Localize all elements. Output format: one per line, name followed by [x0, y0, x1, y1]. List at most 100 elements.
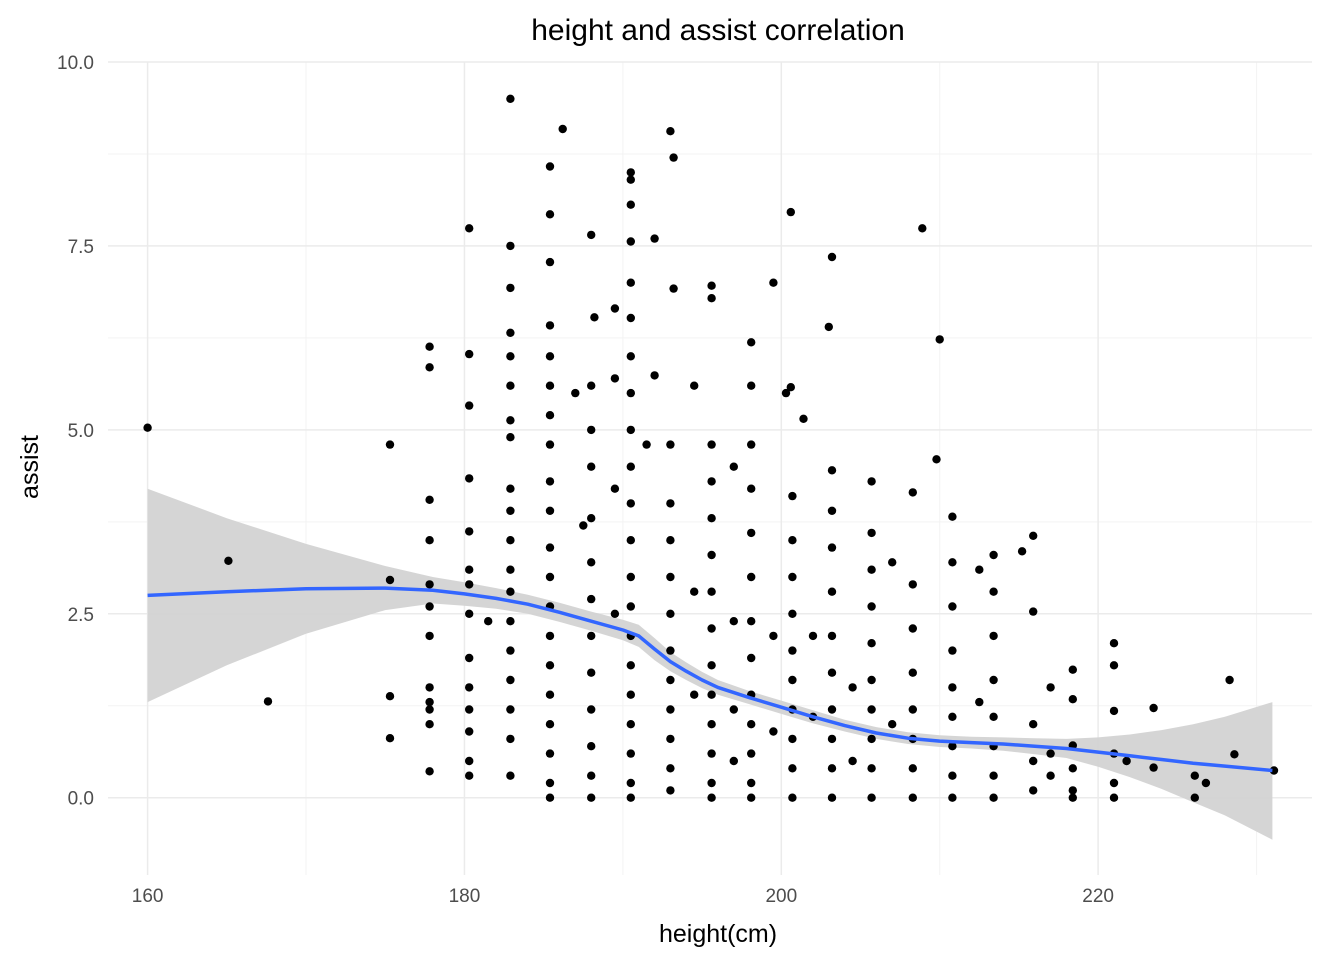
data-point: [506, 734, 515, 744]
data-point: [626, 749, 635, 758]
data-point: [425, 683, 434, 692]
data-point: [545, 793, 555, 802]
data-point: [729, 705, 738, 714]
data-point: [1109, 639, 1119, 648]
x-tick-label: 180: [449, 886, 481, 907]
data-point: [1046, 749, 1055, 758]
data-point: [707, 749, 716, 758]
data-point: [747, 381, 756, 390]
data-point: [626, 200, 635, 209]
data-point: [465, 756, 474, 766]
data-point: [610, 304, 620, 313]
data-point: [908, 624, 917, 633]
data-point: [385, 440, 395, 449]
data-point: [666, 499, 675, 508]
data-point: [506, 328, 515, 337]
data-point: [626, 499, 635, 508]
data-point: [707, 661, 716, 670]
data-point: [747, 338, 756, 347]
data-point: [506, 381, 515, 390]
data-point: [1068, 764, 1078, 773]
data-point: [545, 411, 555, 420]
data-point: [425, 697, 434, 707]
data-point: [989, 771, 998, 780]
data-point: [545, 381, 555, 390]
data-point: [506, 646, 515, 655]
data-point: [425, 536, 434, 545]
data-point: [788, 675, 797, 685]
confidence-band-layer: [147, 488, 1273, 840]
data-point: [989, 712, 998, 721]
data-point: [888, 720, 897, 729]
data-point: [465, 565, 474, 574]
data-point: [626, 690, 635, 699]
data-point: [707, 720, 716, 729]
data-point: [465, 580, 474, 589]
data-point: [465, 349, 474, 359]
data-point: [989, 793, 998, 802]
data-point: [729, 462, 738, 471]
data-point: [465, 401, 474, 410]
data-point: [948, 793, 957, 802]
data-point: [1190, 793, 1200, 802]
data-point: [769, 631, 778, 641]
data-point: [827, 668, 837, 677]
data-point: [506, 536, 515, 545]
data-point: [626, 778, 635, 788]
data-point: [707, 281, 716, 290]
data-point: [626, 175, 635, 184]
data-point: [690, 690, 699, 699]
data-point: [918, 224, 927, 233]
data-point: [666, 609, 675, 618]
data-point: [506, 771, 515, 780]
chart-title: height and assist correlation: [531, 14, 905, 47]
data-point: [587, 771, 596, 780]
data-point: [465, 771, 474, 780]
data-point: [1109, 706, 1119, 716]
smooth-line-layer: [147, 586, 1273, 773]
x-tick-label: 200: [765, 886, 797, 907]
data-point: [545, 352, 555, 361]
data-point: [1029, 786, 1038, 795]
x-tick-label: 220: [1082, 886, 1114, 907]
data-point: [626, 793, 635, 802]
data-point: [425, 767, 434, 776]
data-point: [587, 425, 596, 435]
data-point: [827, 793, 837, 802]
data-point: [224, 556, 233, 565]
data-point: [545, 477, 555, 486]
data-point: [626, 425, 635, 435]
data-point: [484, 617, 493, 626]
data-point: [626, 237, 635, 246]
data-point: [558, 124, 567, 134]
data-point: [827, 705, 837, 714]
y-tick-label: 5.0: [68, 421, 94, 442]
data-point: [888, 558, 897, 567]
data-point: [465, 609, 474, 618]
data-point: [707, 550, 716, 560]
data-point: [948, 512, 957, 521]
data-point: [707, 778, 716, 788]
x-tick-label: 160: [132, 886, 164, 907]
data-point: [465, 224, 474, 233]
data-point: [506, 506, 515, 515]
data-point: [263, 697, 273, 706]
data-point: [1269, 766, 1279, 775]
data-point: [385, 575, 395, 585]
data-point: [626, 572, 635, 582]
data-point: [948, 646, 957, 655]
data-point: [747, 440, 756, 449]
data-point: [666, 536, 675, 545]
data-point: [827, 587, 837, 596]
data-point: [808, 631, 818, 641]
data-point: [545, 778, 555, 788]
data-point: [626, 462, 635, 471]
data-point: [666, 675, 675, 685]
data-point: [908, 668, 917, 677]
data-point: [587, 742, 596, 751]
data-point: [908, 580, 917, 589]
data-point: [707, 587, 716, 596]
data-point: [827, 543, 837, 552]
data-point: [626, 536, 635, 545]
data-point: [425, 342, 434, 351]
